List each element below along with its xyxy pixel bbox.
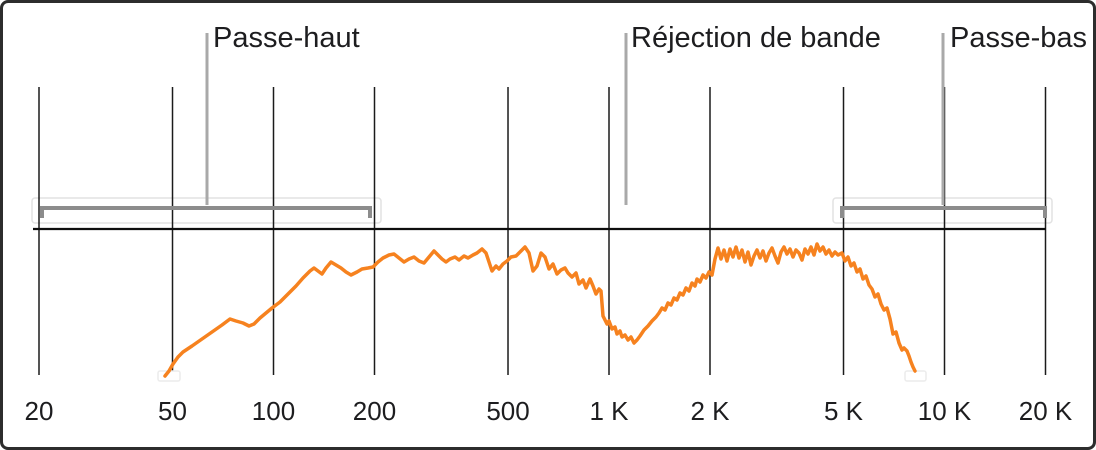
tick-label-2K: 2 K	[690, 396, 730, 426]
tick-label-50: 50	[158, 396, 187, 426]
tick-label-200: 200	[353, 396, 396, 426]
eq-filter-chart: Passe-haut Réjection de bande Passe-bas 20 5…	[25, 22, 1087, 426]
filter-label-passe-bas: Passe-bas	[950, 22, 1087, 54]
tick-label-100: 100	[252, 396, 295, 426]
frequency-response-curve	[163, 242, 917, 378]
tick-label-20: 20	[25, 396, 54, 426]
filter-label-rejection-de-bande: Réjection de bande	[631, 22, 881, 54]
tick-label-500: 500	[486, 396, 529, 426]
tick-label-1K: 1 K	[589, 396, 629, 426]
tick-label-5K: 5 K	[824, 396, 864, 426]
filter-label-passe-haut: Passe-haut	[213, 22, 360, 54]
tick-label-20K: 20 K	[1019, 396, 1073, 426]
tick-label-10K: 10 K	[918, 396, 972, 426]
range-bracket-passe-bas	[840, 206, 1047, 218]
range-bracket-passe-haut	[40, 206, 372, 218]
